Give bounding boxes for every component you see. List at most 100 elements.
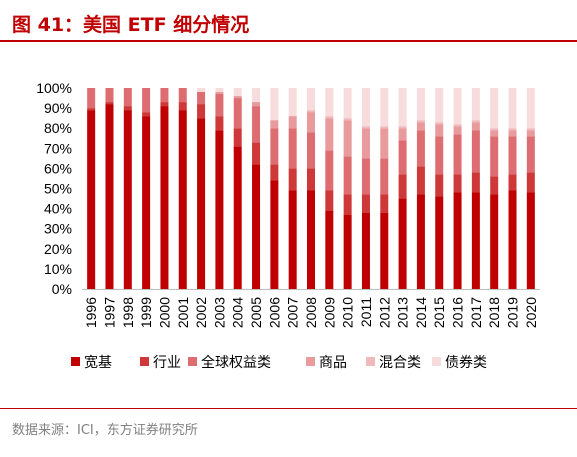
y-tick-label: 20%: [44, 241, 72, 257]
bar-segment: [307, 168, 315, 191]
bar-segment: [142, 112, 151, 117]
bar-segment: [361, 88, 370, 127]
bar-segment: [288, 190, 297, 289]
legend-label: 行业: [153, 355, 181, 371]
bar-segment: [233, 88, 242, 97]
bar-segment: [343, 156, 352, 195]
x-tick-label: 2001: [175, 297, 191, 328]
y-tick-label: 70%: [44, 140, 72, 156]
bar-segment: [526, 172, 535, 193]
x-axis-ticks: 1996 1997 1998 1999 2000 2001 2002 2003 2004 2005…: [83, 297, 539, 328]
bar-segment: [471, 88, 480, 121]
bar-segment: [270, 164, 279, 181]
x-tick-label: 2012: [376, 297, 392, 328]
bar-segment: [435, 88, 444, 123]
bar-segment: [416, 166, 425, 195]
legend-swatch: [188, 357, 197, 366]
figure-title: 图 41：美国 ETF 细分情况: [12, 14, 250, 36]
legend-label: 混合类: [379, 355, 421, 371]
x-tick-label: 2016: [450, 297, 466, 328]
y-tick-label: 100%: [36, 80, 72, 96]
y-axis-ticks: 0% 10% 20% 30% 40% 50% 60% 70% 80% 90% 100%: [36, 80, 72, 297]
bar-segment: [398, 140, 407, 175]
bar-segment: [453, 126, 462, 135]
bar-segment: [490, 88, 499, 129]
bar-segment: [416, 122, 425, 131]
bar-segment: [490, 130, 499, 137]
bar-segment: [380, 194, 389, 213]
bar-segment: [398, 198, 407, 289]
bars: [87, 88, 535, 290]
bar-segment: [490, 176, 499, 195]
y-tick-label: 60%: [44, 160, 72, 176]
bar-segment: [508, 88, 517, 129]
x-tick-label: 2003: [211, 297, 227, 328]
bar-segment: [435, 196, 444, 289]
bar-segment: [197, 118, 206, 290]
x-tick-label: 2017: [468, 297, 484, 328]
bar-segment: [87, 108, 96, 111]
bar-segment: [416, 88, 425, 121]
bar-segment: [325, 190, 334, 211]
legend-label: 债券类: [445, 355, 487, 371]
y-tick-label: 40%: [44, 201, 72, 217]
legend-swatch: [306, 357, 315, 366]
x-tick-label: 2004: [230, 297, 246, 328]
legend-label: 全球权益类: [201, 354, 271, 371]
bar-segment: [471, 130, 480, 173]
bar-segment: [288, 128, 297, 169]
bar-segment: [435, 136, 444, 175]
bar-segment: [215, 130, 224, 289]
bar-segment: [380, 88, 389, 127]
bar-segment: [361, 212, 370, 289]
bar-segment: [325, 116, 334, 119]
bar-segment: [123, 110, 132, 289]
bar-segment: [325, 150, 334, 191]
bar-segment: [508, 136, 517, 175]
x-tick-label: 1999: [138, 297, 154, 328]
legend-label: 宽基: [84, 354, 112, 371]
x-tick-label: 2006: [266, 297, 282, 328]
bar-segment: [270, 128, 279, 165]
bar-segment: [435, 174, 444, 197]
x-tick-label: 2018: [486, 297, 502, 328]
bar-segment: [343, 118, 352, 121]
x-tick-label: 2014: [413, 297, 429, 328]
bar-segment: [526, 128, 535, 131]
x-tick-label: 2015: [431, 297, 447, 328]
bar-segment: [325, 88, 334, 117]
bar-segment: [398, 128, 407, 141]
bar-segment: [416, 130, 425, 167]
bar-segment: [252, 106, 261, 143]
legend-swatch: [71, 357, 80, 366]
bar-segment: [215, 88, 224, 93]
x-tick-label: 2019: [505, 297, 521, 328]
y-tick-label: 90%: [44, 100, 72, 116]
bar-segment: [307, 88, 315, 111]
bar-segment: [361, 126, 370, 129]
bar-segment: [307, 110, 315, 113]
footer-rule: [0, 408, 577, 409]
bar-segment: [307, 132, 315, 169]
bar-segment: [471, 120, 480, 123]
bar-segment: [453, 192, 462, 289]
bar-segment: [233, 146, 242, 289]
bar-segment: [87, 110, 96, 289]
bar-segment: [508, 130, 517, 137]
bar-segment: [508, 190, 517, 289]
x-tick-label: 1996: [83, 297, 99, 328]
bar-segment: [105, 102, 114, 105]
x-tick-label: 1997: [101, 297, 117, 328]
bar-segment: [398, 174, 407, 199]
bar-segment: [380, 128, 389, 159]
bar-segment: [343, 120, 352, 157]
legend-swatch: [432, 357, 441, 366]
bar-segment: [526, 130, 535, 137]
bar-segment: [508, 128, 517, 131]
y-tick-label: 50%: [44, 181, 72, 197]
bar-segment: [471, 192, 480, 289]
y-tick-label: 30%: [44, 221, 72, 237]
bar-segment: [105, 104, 114, 289]
bar-segment: [380, 126, 389, 129]
x-tick-label: 2020: [523, 297, 539, 328]
